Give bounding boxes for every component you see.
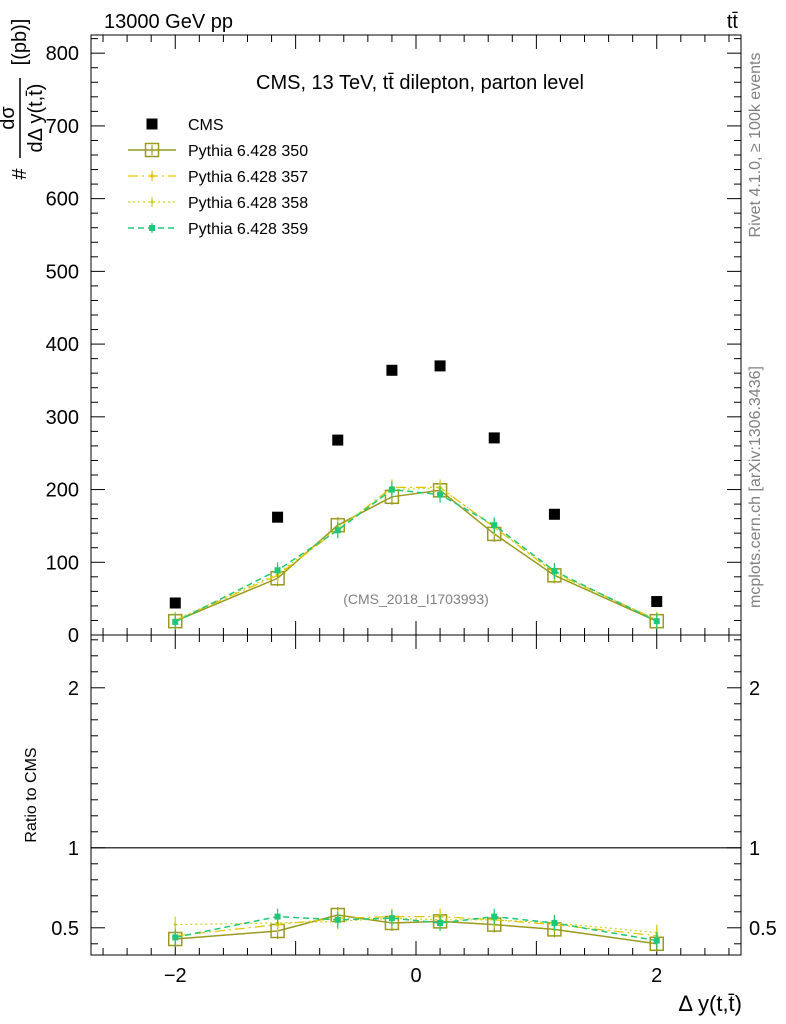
main-y-tick-label: 400: [46, 334, 79, 356]
ratio-point-p359: [388, 915, 395, 922]
legend-label-cms: CMS: [188, 117, 224, 134]
main-point-cms: [169, 597, 181, 609]
ratio-y-label: Ratio to CMS: [23, 747, 40, 842]
main-y-tick-label: 700: [46, 116, 79, 138]
y-label-denominator: dΔ y(t,t̄): [25, 84, 47, 153]
mcplots-label: mcplots.cern.ch [arXiv:1306.3436]: [747, 366, 764, 608]
ratio-y-axis: 0.5 0.5 1 1 2 2: [51, 639, 777, 945]
main-panel: 0 100 200 300 400 500 600 700 800 CMS, 13 TeV, t…: [0, 19, 742, 647]
ratio-point-p359: [172, 934, 179, 941]
legend-marker-cms: [146, 118, 158, 130]
y-label-unit: [(pb)]: [9, 19, 31, 66]
main-point-cms: [332, 434, 344, 446]
ratio-line-p358: [175, 917, 657, 934]
ratio-line-p357: [175, 915, 657, 937]
chart-title: CMS, 13 TeV, tt̄ dilepton, parton level: [256, 72, 584, 94]
legend-marker-p350: [144, 142, 160, 158]
main-y-tick-label: 200: [46, 480, 79, 502]
main-y-tick-label: 600: [46, 189, 79, 211]
main-series-layer: [168, 360, 664, 630]
main-point-p359: [388, 486, 395, 493]
ratio-line-p350: [175, 914, 657, 945]
main-y-tick-label: 300: [46, 407, 79, 429]
legend: CMS Pythia 6.428 350 Pythia 6.428 357 Pythi…: [128, 117, 308, 238]
legend-label-p358: Pythia 6.428 358: [188, 195, 308, 212]
main-point-cms: [272, 511, 284, 523]
ratio-point-p359: [491, 913, 498, 920]
energy-label: 13000 GeV pp: [104, 11, 233, 33]
ratio-point-p359: [437, 920, 444, 926]
ratio-point-p359: [551, 920, 558, 926]
legend-label-p357: Pythia 6.428 357: [188, 169, 308, 186]
main-point-cms: [434, 360, 446, 372]
watermark: (CMS_2018_I1703993): [343, 591, 489, 607]
ratio-series-layer: [168, 907, 664, 952]
y-label-numerator: dσ: [0, 106, 19, 130]
ratio-y-tick-label: 2: [68, 678, 79, 700]
main-y-axis: 0 100 200 300 400 500 600 700 800: [46, 38, 741, 647]
ratio-panel: 0.5 0.5 1 1 2 2 −2 0 2 Ratio to CMS Δ y(t,t̄): [23, 634, 777, 1016]
main-point-p359: [172, 618, 179, 625]
y-label-prefix: #: [9, 168, 31, 180]
main-line-p358: [175, 487, 657, 621]
ratio-x-axis: −2 0 2: [102, 635, 730, 987]
main-point-cms: [488, 432, 500, 444]
rivet-label: Rivet 4.1.0, ≥ 100k events: [747, 53, 764, 238]
legend-label-p350: Pythia 6.428 350: [188, 143, 308, 160]
ratio-point-p359: [653, 937, 660, 944]
process-label: tt̄: [727, 11, 739, 33]
ratio-y-tick-label-right: 2: [749, 678, 760, 700]
legend-marker-p357: [150, 174, 154, 178]
main-line-p357: [175, 486, 657, 622]
ratio-y-tick-label-right: 0.5: [749, 918, 777, 940]
main-line-p350: [174, 489, 658, 622]
main-y-tick-label: 100: [46, 552, 79, 574]
ratio-point-p359: [334, 916, 341, 923]
ratio-x-tick-label: 2: [651, 965, 662, 987]
main-point-p359: [491, 522, 498, 529]
main-point-p359: [551, 568, 558, 574]
main-point-p359: [437, 491, 444, 498]
main-point-p359: [334, 527, 341, 534]
main-y-tick-label: 0: [68, 625, 79, 647]
main-y-tick-label: 800: [46, 43, 79, 65]
ratio-point-p358: [173, 923, 177, 927]
ratio-x-tick-label: 0: [410, 965, 421, 987]
ratio-frame: [90, 634, 742, 956]
main-y-tick-label: 500: [46, 261, 79, 283]
ratio-x-tick-label: −2: [164, 965, 187, 987]
ratio-point-p359: [274, 913, 281, 920]
main-point-cms: [548, 508, 560, 520]
legend-marker-p358: [150, 200, 154, 204]
main-point-p359: [653, 618, 660, 625]
y-axis-label: # dσ dΔ y(t,t̄) [(pb)]: [0, 19, 47, 180]
ratio-y-tick-label: 1: [68, 838, 79, 860]
main-point-cms: [651, 596, 663, 608]
x-axis-label: Δ y(t,t̄): [678, 991, 742, 1016]
ratio-line-p359: [175, 915, 657, 942]
main-point-p359: [274, 567, 281, 574]
ratio-y-tick-label-right: 1: [749, 838, 760, 860]
main-point-cms: [386, 364, 398, 376]
ratio-y-tick-label: 0.5: [51, 918, 79, 940]
legend-marker-p359: [149, 225, 155, 231]
legend-label-p359: Pythia 6.428 359: [188, 221, 308, 238]
